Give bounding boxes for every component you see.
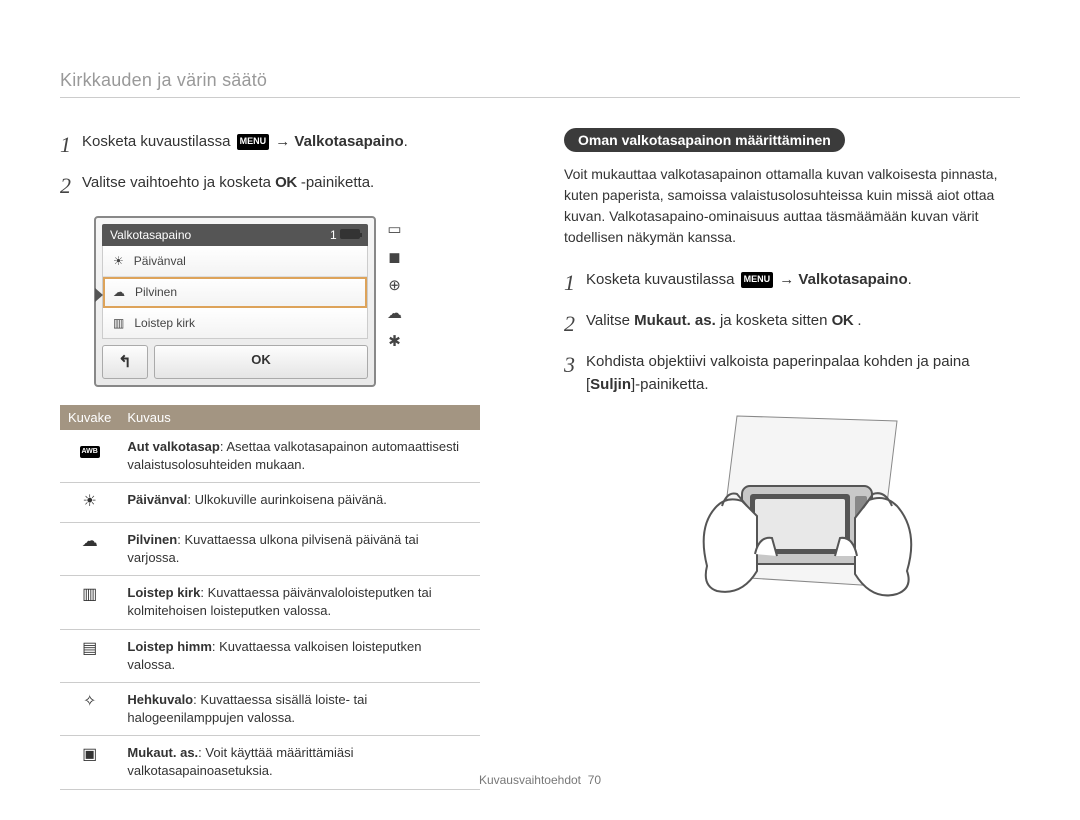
step-number: 2 bbox=[564, 307, 586, 340]
step-number: 1 bbox=[564, 266, 586, 299]
table-desc-cell: Loistep himm: Kuvattaessa valkoisen lois… bbox=[119, 629, 480, 682]
ok-icon: OK bbox=[275, 174, 297, 191]
step-suffix: . bbox=[404, 133, 408, 150]
step-2: 2 Valitse vaihtoehto ja kosketa OK -pain… bbox=[60, 169, 516, 202]
menu-icon: MENU bbox=[741, 272, 774, 288]
step-text: Valitse bbox=[586, 312, 634, 329]
step-text: Valitse vaihtoehto ja kosketa bbox=[82, 174, 275, 191]
step-number: 2 bbox=[60, 169, 82, 202]
icon-description-table: Kuvake Kuvaus AWB Aut valkotasap: Asettaa… bbox=[60, 405, 480, 790]
table-desc-text: : Ulkokuville aurinkoisena päivänä. bbox=[187, 492, 386, 507]
table-desc-bold: Hehkuvalo bbox=[127, 692, 193, 707]
side-icon: ☁ bbox=[387, 304, 402, 322]
right-column: Oman valkotasapainon määrittäminen Voit … bbox=[564, 128, 1020, 790]
step-mid: ja kosketa sitten bbox=[720, 312, 832, 329]
table-desc-cell: Päivänval: Ulkokuville aurinkoisena päiv… bbox=[119, 483, 480, 522]
wb-option-label: Loistep kirk bbox=[134, 316, 195, 330]
camera-counter: 1 bbox=[330, 228, 337, 242]
table-row: AWB Aut valkotasap: Asettaa valkotasapain… bbox=[60, 430, 480, 483]
fluorescent-icon: ▥ bbox=[113, 316, 124, 330]
table-desc-bold: Pilvinen bbox=[127, 532, 177, 547]
step-suffix: ]-painiketta. bbox=[631, 376, 709, 393]
table-desc-bold: Päivänval bbox=[127, 492, 187, 507]
step-bold: Suljin bbox=[590, 376, 631, 393]
awb-icon: AWB bbox=[80, 446, 100, 458]
table-header-icon: Kuvake bbox=[60, 405, 119, 430]
menu-icon: MENU bbox=[237, 134, 270, 150]
left-column: 1 Kosketa kuvaustilassa MENU → Valkotasa… bbox=[60, 128, 516, 790]
step-number: 3 bbox=[564, 348, 586, 381]
table-desc-cell: Aut valkotasap: Asettaa valkotasapainon … bbox=[119, 430, 480, 483]
side-icon: ▭ bbox=[387, 220, 401, 238]
table-row: ▥Loistep kirk: Kuvattaessa päivänvaloloi… bbox=[60, 576, 480, 629]
wb-option-label: Pilvinen bbox=[135, 285, 177, 299]
step-bold: Mukaut. as. bbox=[634, 312, 716, 329]
wb-option-daylight[interactable]: ☀ Päivänval bbox=[103, 246, 367, 277]
step-suffix: . bbox=[857, 312, 861, 329]
side-icon: ⊕ bbox=[388, 276, 401, 294]
step-bold: Valkotasapaino bbox=[798, 271, 907, 288]
step-text-after: -painiketta. bbox=[301, 174, 374, 191]
table-desc-bold: Mukaut. as. bbox=[127, 745, 198, 760]
table-desc-cell: Hehkuvalo: Kuvattaessa sisällä loiste- t… bbox=[119, 682, 480, 735]
step-r1: 1 Kosketa kuvaustilassa MENU → Valkotasa… bbox=[564, 266, 1020, 299]
table-row: ▤Loistep himm: Kuvattaessa valkoisen loi… bbox=[60, 629, 480, 682]
table-desc-cell: Loistep kirk: Kuvattaessa päivänvalolois… bbox=[119, 576, 480, 629]
page-footer: Kuvausvaihtoehdot 70 bbox=[0, 773, 1080, 787]
table-desc-cell: Pilvinen: Kuvattaessa ulkona pilvisenä p… bbox=[119, 522, 480, 575]
table-icon-cell: AWB bbox=[60, 430, 119, 483]
side-icon: ✱ bbox=[388, 332, 401, 350]
step-r2: 2 Valitse Mukaut. as. ja kosketa sitten … bbox=[564, 307, 1020, 340]
intro-text: Voit mukauttaa valkotasapainon ottamalla… bbox=[564, 164, 1020, 248]
step-text: Kosketa kuvaustilassa bbox=[82, 133, 235, 150]
step-arrow: → bbox=[779, 271, 798, 288]
table-desc-bold: Aut valkotasap bbox=[127, 439, 219, 454]
step-1: 1 Kosketa kuvaustilassa MENU → Valkotasa… bbox=[60, 128, 516, 161]
table-icon-cell: ▤ bbox=[60, 629, 119, 682]
page-title: Kirkkauden ja värin säätö bbox=[60, 70, 1020, 98]
hands-illustration bbox=[647, 406, 937, 626]
step-arrow: → bbox=[275, 133, 294, 150]
step-text: Kosketa kuvaustilassa bbox=[586, 271, 739, 288]
ok-icon: OK bbox=[832, 312, 854, 329]
wb-option-fluorescent[interactable]: ▥ Loistep kirk bbox=[103, 308, 367, 338]
table-icon-cell: ▥ bbox=[60, 576, 119, 629]
wb-option-cloudy[interactable]: ☁ Pilvinen bbox=[103, 277, 367, 308]
camera-screen: Valkotasapaino 1 ☀ Päivänval ☁ Pilvinen … bbox=[94, 216, 376, 387]
table-desc-bold: Loistep kirk bbox=[127, 585, 200, 600]
table-row: ☀Päivänval: Ulkokuville aurinkoisena päi… bbox=[60, 483, 480, 522]
table-header-desc: Kuvaus bbox=[119, 405, 480, 430]
table-icon-cell: ☀ bbox=[60, 483, 119, 522]
table-row: ☁Pilvinen: Kuvattaessa ulkona pilvisenä … bbox=[60, 522, 480, 575]
step-r3: 3 Kohdista objektiivi valkoista paperinp… bbox=[564, 348, 1020, 396]
back-button[interactable]: ↰ bbox=[102, 345, 148, 379]
section-heading: Oman valkotasapainon määrittäminen bbox=[564, 128, 845, 152]
camera-screen-title: Valkotasapaino bbox=[110, 228, 191, 242]
table-desc-bold: Loistep himm bbox=[127, 639, 212, 654]
step-bold: Valkotasapaino bbox=[294, 133, 403, 150]
wb-option-label: Päivänval bbox=[134, 254, 186, 268]
table-icon-cell: ✧ bbox=[60, 682, 119, 735]
sun-icon: ☀ bbox=[113, 254, 124, 268]
step-number: 1 bbox=[60, 128, 82, 161]
footer-label: Kuvausvaihtoehdot bbox=[479, 773, 581, 787]
step-suffix: . bbox=[908, 271, 912, 288]
footer-page: 70 bbox=[588, 773, 601, 787]
ok-button[interactable]: OK bbox=[154, 345, 368, 379]
side-icon: ◼ bbox=[388, 248, 400, 266]
battery-icon bbox=[340, 229, 360, 239]
cloud-icon: ☁ bbox=[113, 285, 125, 299]
table-row: ✧Hehkuvalo: Kuvattaessa sisällä loiste- … bbox=[60, 682, 480, 735]
selection-pointer-icon bbox=[95, 288, 103, 302]
table-icon-cell: ☁ bbox=[60, 522, 119, 575]
